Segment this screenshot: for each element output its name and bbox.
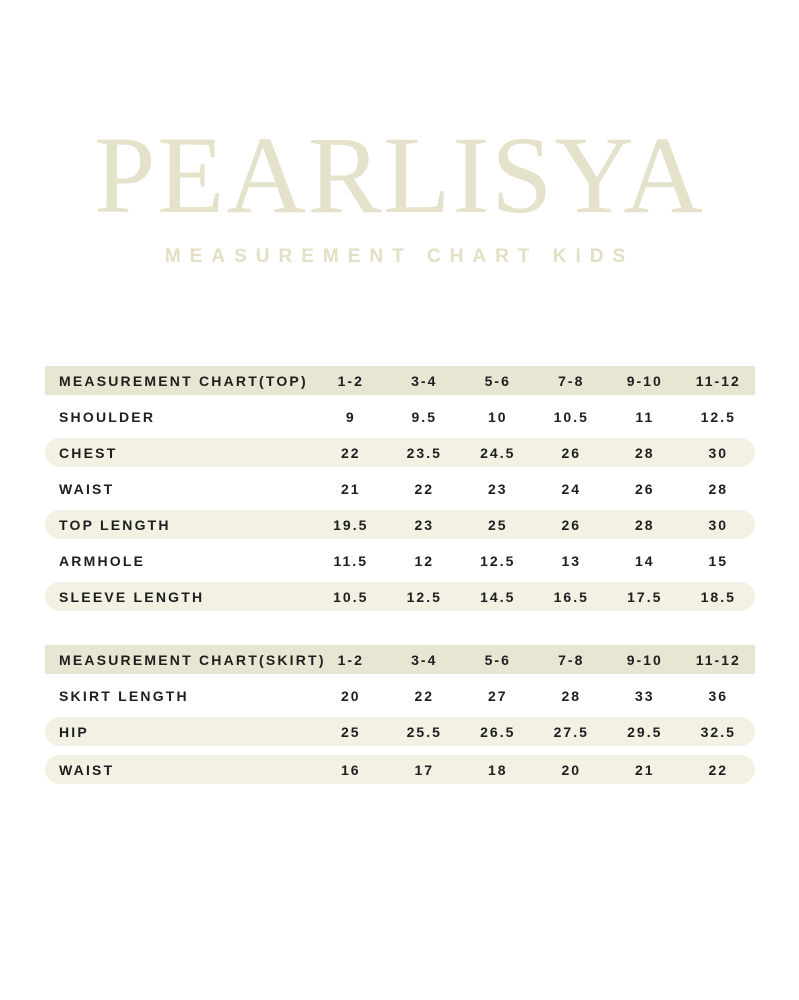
row-label: MEASUREMENT CHART(SKIRT) [59, 651, 326, 668]
value-cell: 33 [634, 687, 655, 704]
value-cell: 30 [708, 516, 729, 533]
value-cell: 28 [561, 687, 582, 704]
row-label: ARMHOLE [59, 552, 146, 569]
value-cell: 10.5 [333, 588, 369, 605]
value-cell: 27.5 [553, 723, 589, 740]
value-cell: 15 [708, 552, 729, 569]
value-cell: 26.5 [480, 723, 516, 740]
row-label: CHEST [59, 444, 118, 461]
row-label: SHOULDER [59, 408, 156, 425]
value-cell: 14.5 [480, 588, 516, 605]
value-cell: 28 [634, 516, 655, 533]
value-cell: 7-8 [558, 651, 585, 668]
value-cell: 10.5 [553, 408, 589, 425]
value-cell: 17.5 [627, 588, 663, 605]
value-cell: 29.5 [627, 723, 663, 740]
value-cell: 23.5 [406, 444, 442, 461]
value-cell: 12.5 [480, 552, 516, 569]
value-cell: 22 [340, 444, 361, 461]
value-cell: 11-12 [695, 372, 741, 389]
table-header-row: MEASUREMENT CHART(SKIRT) 1-2 3-4 5-6 7-8 9-1… [45, 645, 755, 674]
value-cell: 23 [487, 480, 508, 497]
value-cell: 32.5 [700, 723, 736, 740]
value-cell: 9-10 [626, 651, 663, 668]
value-cell: 27 [487, 687, 508, 704]
value-cell: 3-4 [411, 651, 438, 668]
row-label: SLEEVE LENGTH [59, 588, 205, 605]
value-cell: 28 [708, 480, 729, 497]
table-row: SHOULDER 9 9.5 10 10.5 11 12.5 [45, 402, 755, 431]
value-cell: 21 [340, 480, 361, 497]
row-label: TOP LENGTH [59, 516, 171, 533]
value-cell: 3-4 [411, 372, 438, 389]
value-cell: 36 [708, 687, 729, 704]
value-cell: 26 [561, 444, 582, 461]
value-cell: 22 [414, 687, 435, 704]
value-cell: 7-8 [558, 372, 585, 389]
measurement-table-top: MEASUREMENT CHART(TOP) 1-2 3-4 5-6 7-8 9-10 1… [45, 366, 755, 611]
row-label: MEASUREMENT CHART(TOP) [59, 372, 308, 389]
brand-header: PEARLISYA MEASUREMENT CHART KIDS [0, 0, 799, 268]
value-cell: 9-10 [626, 372, 663, 389]
value-cell: 17 [414, 761, 435, 778]
measurement-tables: MEASUREMENT CHART(TOP) 1-2 3-4 5-6 7-8 9-10 1… [45, 366, 755, 791]
value-cell: 10 [487, 408, 508, 425]
value-cell: 11.5 [333, 552, 368, 569]
value-cell: 11-12 [695, 651, 741, 668]
row-label: HIP [59, 723, 89, 740]
value-cell: 20 [340, 687, 361, 704]
value-cell: 22 [414, 480, 435, 497]
value-cell: 26 [561, 516, 582, 533]
value-cell: 16 [340, 761, 361, 778]
value-cell: 20 [561, 761, 582, 778]
value-cell: 24.5 [480, 444, 516, 461]
value-cell: 12.5 [700, 408, 736, 425]
value-cell: 30 [708, 444, 729, 461]
table-row: SLEEVE LENGTH 10.5 12.5 14.5 16.5 17.5 18.5 [45, 582, 755, 611]
value-cell: 19.5 [333, 516, 369, 533]
value-cell: 25 [340, 723, 361, 740]
row-label: WAIST [59, 761, 115, 778]
measurement-table-skirt: MEASUREMENT CHART(SKIRT) 1-2 3-4 5-6 7-8 9-1… [45, 645, 755, 784]
row-label: WAIST [59, 480, 115, 497]
value-cell: 16.5 [553, 588, 589, 605]
value-cell: 14 [634, 552, 655, 569]
value-cell: 18 [487, 761, 508, 778]
value-cell: 9 [345, 408, 356, 425]
value-cell: 26 [634, 480, 655, 497]
value-cell: 5-6 [484, 651, 511, 668]
value-cell: 28 [634, 444, 655, 461]
value-cell: 22 [708, 761, 729, 778]
brand-logo: PEARLISYA [94, 114, 705, 236]
table-row: TOP LENGTH 19.5 23 25 26 28 30 [45, 510, 755, 539]
value-cell: 12.5 [406, 588, 442, 605]
value-cell: 25.5 [406, 723, 442, 740]
value-cell: 11 [635, 408, 655, 425]
value-cell: 21 [634, 761, 655, 778]
table-row: HIP 25 25.5 26.5 27.5 29.5 32.5 [45, 717, 755, 746]
row-label: SKIRT LENGTH [59, 687, 189, 704]
value-cell: 24 [561, 480, 582, 497]
value-cell: 18.5 [700, 588, 736, 605]
value-cell: 1-2 [337, 651, 364, 668]
table-row: SKIRT LENGTH 20 22 27 28 33 36 [45, 681, 755, 710]
value-cell: 13 [561, 552, 582, 569]
value-cell: 5-6 [484, 372, 511, 389]
table-row: WAIST 16 17 18 20 21 22 [45, 755, 755, 784]
table-header-row: MEASUREMENT CHART(TOP) 1-2 3-4 5-6 7-8 9-10 1… [45, 366, 755, 395]
table-row: ARMHOLE 11.5 12 12.5 13 14 15 [45, 546, 755, 575]
table-row: WAIST 21 22 23 24 26 28 [45, 474, 755, 503]
value-cell: 12 [414, 552, 435, 569]
value-cell: 23 [414, 516, 435, 533]
value-cell: 25 [487, 516, 508, 533]
value-cell: 1-2 [337, 372, 364, 389]
brand-subtitle: MEASUREMENT CHART KIDS [164, 245, 635, 267]
table-row: CHEST 22 23.5 24.5 26 28 30 [45, 438, 755, 467]
value-cell: 9.5 [411, 408, 437, 425]
